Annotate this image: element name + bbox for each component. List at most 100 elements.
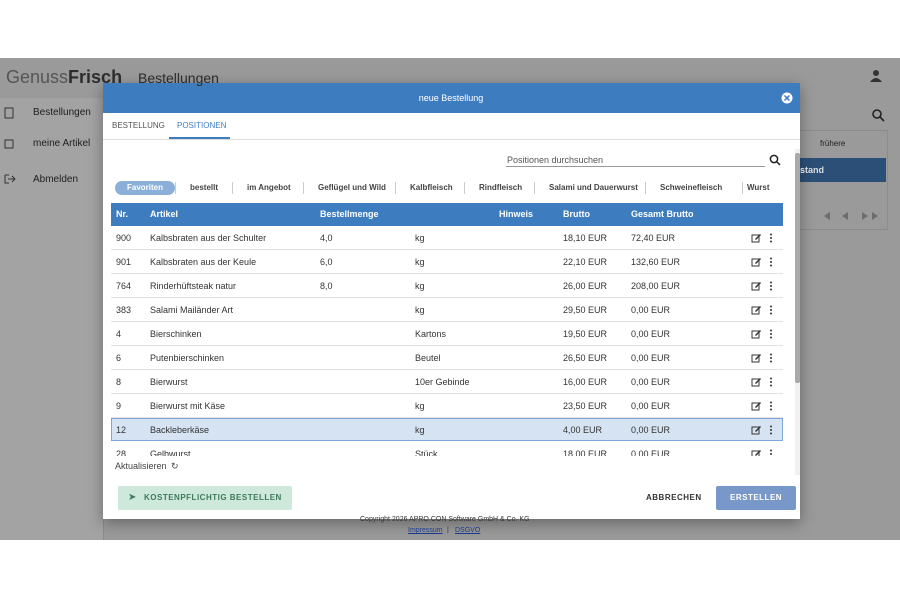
logo-text: Genuss [6,67,69,87]
row-actions[interactable] [751,424,781,436]
filter-chip[interactable]: Rindfleisch [479,183,523,192]
table-cell: 0,00 EUR [631,425,671,435]
send-icon: ➤ [128,492,137,503]
filter-chip[interactable]: Wurst [747,183,770,192]
table-cell: 22,10 EUR [563,257,608,267]
modal-header [103,83,800,113]
table-cell: 72,40 EUR [631,233,676,243]
footer-link[interactable]: Impressum [408,527,443,534]
filter-divider [534,182,535,194]
table-cell: Putenbierschinken [150,353,225,363]
table-cell: 764 [116,281,132,291]
table-cell: 19,50 EUR [563,329,608,339]
table-cell: 0,00 EUR [631,353,671,363]
table-cell: 383 [116,305,132,315]
table-cell: kg [415,401,425,411]
table-cell: 208,00 EUR [631,281,681,291]
page-title: Bestellungen [138,70,219,86]
table-cell: 132,60 EUR [631,257,681,267]
tab[interactable]: BESTELLUNG [112,121,165,130]
table-row[interactable] [111,274,783,298]
table-cell: Kalbsbraten aus der Schulter [150,233,267,243]
filter-chip[interactable]: bestellt [190,183,219,192]
tab-divider [103,139,800,140]
table-cell: 6 [116,353,122,363]
scrollbar-track [795,149,800,475]
sidebar-icons [4,107,16,184]
refresh-icon: ↻ [171,461,179,471]
row-actions[interactable] [751,448,781,456]
pager[interactable] [822,211,880,221]
filter-divider [645,182,646,194]
row-actions[interactable] [751,280,781,292]
table-cell: kg [415,281,425,291]
filter-chip[interactable]: Geflügel und Wild [318,183,386,192]
table-cell: Kartons [415,329,447,339]
table-cell: 8,0 [320,281,333,291]
column-header: Nr. [116,209,129,219]
filter-divider [303,182,304,194]
footer-separator: | [447,527,449,534]
row-actions[interactable] [751,400,781,412]
table-cell: Bierwurst [150,377,188,387]
table-cell: 0,00 EUR [631,329,671,339]
filter-chip[interactable]: Favoriten [115,181,176,195]
table-row[interactable] [111,298,783,322]
table-row[interactable] [111,346,783,370]
filter-divider [742,182,743,194]
table-cell: 4,0 [320,233,333,243]
copyright: Copyright 2026 APRO.CON Software GmbH & … [360,516,530,523]
filter-chip[interactable]: Schweinefleisch [660,183,723,192]
close-button[interactable] [781,92,793,104]
table-row[interactable] [111,370,783,394]
table-cell: 16,00 EUR [563,377,608,387]
create-button[interactable]: ERSTELLEN [716,486,797,510]
table-cell: 18,10 EUR [563,233,608,243]
table-row[interactable] [111,226,783,250]
table-cell: Gelbwurst [150,449,191,456]
filter-divider [464,182,465,194]
row-actions[interactable] [751,232,781,244]
table-cell: Rinderhüftsteak natur [150,281,237,291]
row-text: stand [800,165,825,175]
row-actions[interactable] [751,328,781,340]
filter-divider [395,182,396,194]
table-cell: 0,00 EUR [631,305,671,315]
filter-chip[interactable]: im Angebot [247,183,291,192]
filter-chip[interactable]: Salami und Dauerwurst [549,183,638,192]
table-row[interactable] [111,394,783,418]
nav-item[interactable]: Abmelden [33,174,79,185]
table-cell: Stück [415,449,438,456]
column-header: Bestellmenge [320,209,379,219]
row-actions[interactable] [751,304,781,316]
table-cell: kg [415,257,425,267]
table-cell: Beutel [415,353,441,363]
row-actions[interactable] [751,352,781,364]
table-row[interactable] [111,442,783,456]
table-cell: Backleberkäse [150,425,210,435]
search-icon[interactable] [769,154,781,166]
tab-indicator [169,137,230,139]
table-row[interactable] [111,418,783,441]
scrollbar-thumb[interactable] [795,153,800,383]
nav-item[interactable]: Bestellungen [33,107,91,118]
row-actions[interactable] [751,256,781,268]
row-actions[interactable] [751,376,781,388]
search-input[interactable]: Positionen durchsuchen [507,155,604,165]
search-icon[interactable] [871,108,885,122]
refresh-button[interactable]: Aktualisieren [115,461,167,471]
footer-link[interactable]: DSGVO [455,527,481,534]
column-header: Hinweis [499,209,534,219]
table-cell: kg [415,425,425,435]
nav-item[interactable]: meine Artikel [33,138,91,149]
user-icon[interactable] [868,68,884,84]
table-row[interactable] [111,322,783,346]
table-cell: 8 [116,377,122,387]
table-cell: Bierwurst mit Käse [150,401,226,411]
cancel-button[interactable]: ABBRECHEN [646,493,702,502]
order-button[interactable]: KOSTENPFLICHTIG BESTELLEN [118,486,292,510]
table-row[interactable] [111,250,783,274]
filter-chip[interactable]: Kalbfleisch [410,183,453,192]
table-cell: Kalbsbraten aus der Keule [150,257,257,267]
tab[interactable]: POSITIONEN [177,121,227,130]
